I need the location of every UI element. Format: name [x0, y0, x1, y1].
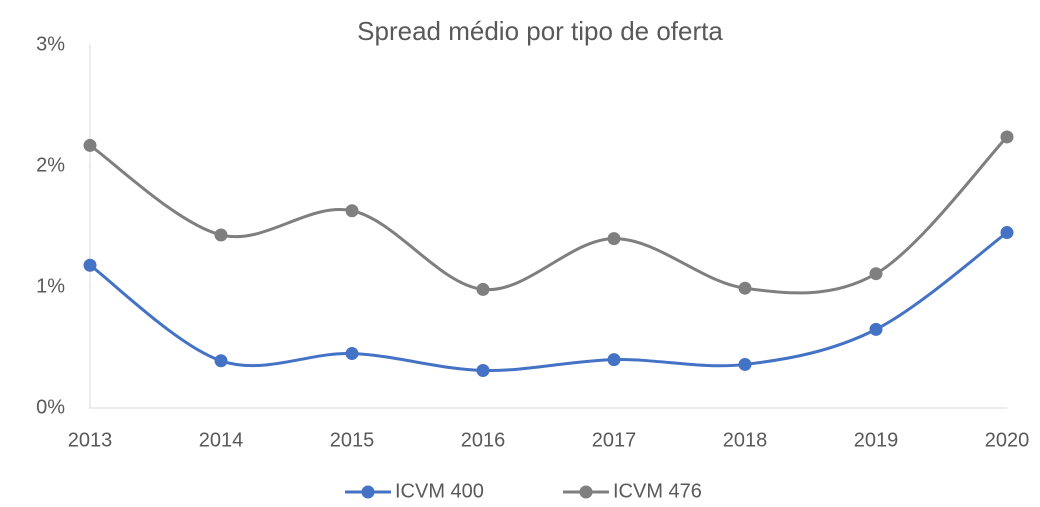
legend-label: ICVM 400: [395, 480, 484, 502]
marker: [214, 354, 228, 368]
marker: [738, 357, 752, 371]
x-tick-label: 2015: [330, 429, 375, 451]
marker: [345, 204, 359, 218]
marker: [345, 347, 359, 361]
x-tick-label: 2019: [854, 429, 899, 451]
series-line: [89, 231, 1008, 373]
series-line: [89, 135, 1009, 295]
marker: [83, 138, 97, 152]
marker: [214, 228, 228, 242]
y-tick-label: 0%: [36, 396, 65, 418]
marker: [1000, 226, 1014, 240]
x-tick-label: 2014: [199, 429, 244, 451]
legend-marker: [579, 485, 593, 499]
chart-title: Spread médio por tipo de oferta: [357, 16, 723, 46]
marker: [738, 281, 752, 295]
y-tick-label: 1%: [36, 275, 65, 297]
marker: [1000, 130, 1014, 144]
x-tick-label: 2016: [461, 429, 506, 451]
marker: [83, 258, 97, 272]
marker: [476, 363, 490, 377]
legend-label: ICVM 476: [613, 480, 702, 502]
marker: [869, 267, 883, 281]
y-tick-label: 2%: [36, 154, 65, 176]
marker: [607, 353, 621, 367]
legend-marker: [361, 485, 375, 499]
x-tick-label: 2017: [592, 429, 637, 451]
marker: [607, 232, 621, 246]
y-tick-label: 3%: [36, 33, 65, 55]
marker: [869, 322, 883, 336]
x-tick-label: 2020: [985, 429, 1030, 451]
marker: [476, 282, 490, 296]
x-tick-label: 2018: [723, 429, 768, 451]
x-tick-label: 2013: [68, 429, 113, 451]
